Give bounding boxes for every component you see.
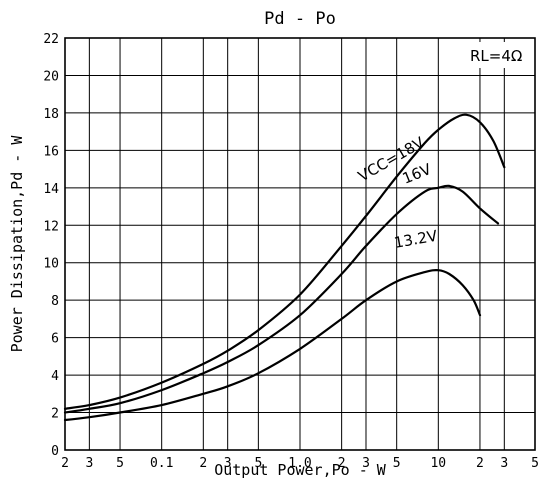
x-tick-labels: 2 3 5 0.1 2 3 5 1.0 2 3 5 10 2 3 5 <box>61 456 539 471</box>
series-line-0 <box>63 113 506 410</box>
x-tick-label: 5 <box>393 456 401 471</box>
y-tick-label: 14 <box>43 182 59 197</box>
plot-frame <box>64 37 536 451</box>
x-tick-label: 1.0 <box>288 456 311 471</box>
grid <box>64 37 536 451</box>
x-tick-label: 5 <box>116 456 124 471</box>
series-line-1 <box>63 184 500 414</box>
y-tick-label: 6 <box>51 332 59 347</box>
series-label-13v: 13.2V <box>393 227 440 252</box>
x-tick-label: 3 <box>85 456 93 471</box>
series-label-16v: 16V <box>400 160 435 188</box>
x-tick-label: 3 <box>224 456 232 471</box>
y-tick-label: 8 <box>51 294 59 309</box>
curves <box>63 113 506 422</box>
x-tick-label: 5 <box>254 456 262 471</box>
chart-title: Pd - Po <box>264 9 336 29</box>
x-tick-label: 3 <box>362 456 370 471</box>
annotation-box <box>463 42 531 68</box>
y-tick-labels: 0 2 4 6 8 10 12 14 16 18 20 22 <box>43 32 59 459</box>
y-tick-label: 0 <box>51 444 59 459</box>
y-tick-label: 12 <box>43 219 59 234</box>
x-tick-label: 2 <box>199 456 207 471</box>
y-axis-label: Power Dissipation,Pd - W <box>8 135 26 353</box>
x-tick-label: 5 <box>531 456 539 471</box>
series-line-2 <box>63 269 482 422</box>
y-tick-label: 22 <box>43 32 59 47</box>
x-tick-label: 0.1 <box>150 456 173 471</box>
y-tick-label: 4 <box>51 369 59 384</box>
y-tick-label: 18 <box>43 107 59 122</box>
y-tick-label: 16 <box>43 144 59 159</box>
x-tick-label: 2 <box>61 456 69 471</box>
y-tick-label: 10 <box>43 257 59 272</box>
x-tick-label: 2 <box>338 456 346 471</box>
annotation-rl: RL=4Ω <box>470 47 522 65</box>
y-tick-label: 20 <box>43 69 59 84</box>
y-tick-label: 2 <box>51 407 59 422</box>
x-tick-label: 3 <box>500 456 508 471</box>
x-tick-label: 10 <box>430 456 446 471</box>
x-axis-label: Output Power,Po - W <box>214 461 387 479</box>
x-tick-label: 2 <box>476 456 484 471</box>
